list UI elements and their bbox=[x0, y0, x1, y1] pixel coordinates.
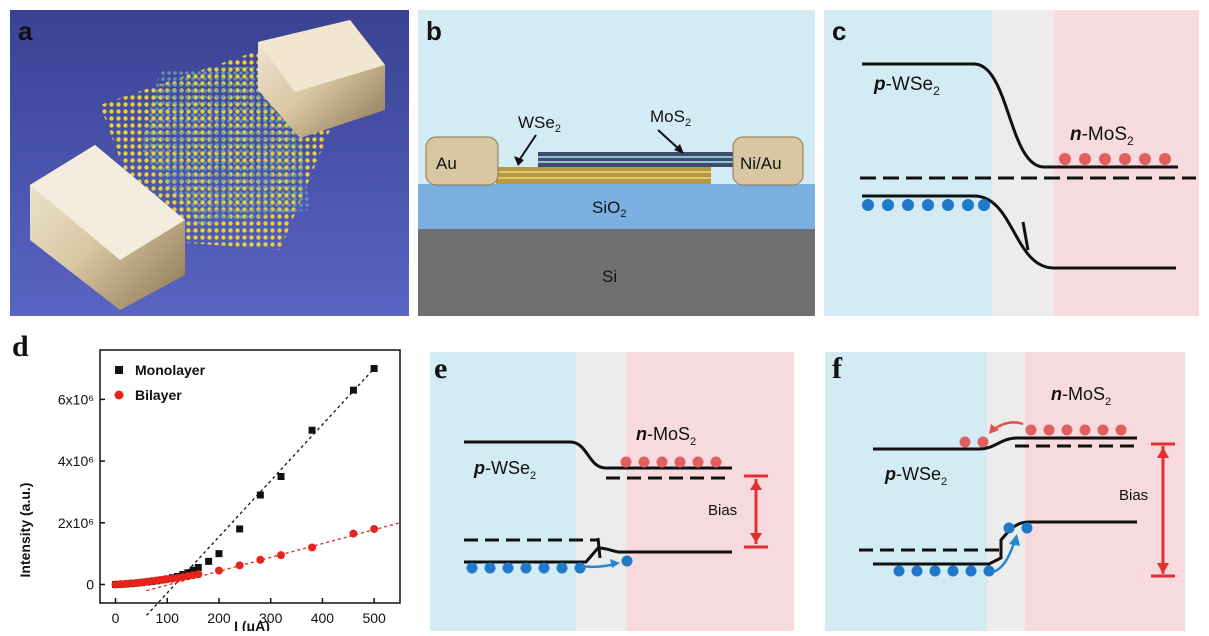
data-point bbox=[194, 564, 202, 572]
label-au: Au bbox=[436, 154, 457, 173]
electrons bbox=[959, 424, 1127, 448]
holes bbox=[893, 522, 1033, 577]
y-tick-label: 0 bbox=[86, 576, 94, 592]
conduction-band bbox=[464, 440, 732, 470]
electrons bbox=[620, 456, 722, 468]
x-tick-label: 300 bbox=[259, 610, 283, 626]
label-sio2: SiO2 bbox=[592, 198, 626, 220]
electrons bbox=[1059, 153, 1171, 165]
data-point bbox=[214, 566, 223, 575]
data-point bbox=[308, 543, 317, 552]
panel-f: Bias p-WSe2 n-MoS2 bbox=[825, 352, 1199, 631]
x-axis-label: I (μA) bbox=[234, 618, 270, 631]
data-point bbox=[256, 555, 265, 564]
band-diagram-f: Bias p-WSe2 n-MoS2 bbox=[825, 352, 1185, 631]
panel-label-c: c bbox=[832, 16, 847, 46]
y-tick-label: 6x10⁶ bbox=[58, 391, 94, 407]
data-point bbox=[205, 557, 213, 565]
electrode-au bbox=[425, 136, 499, 186]
legend-marker bbox=[114, 390, 124, 400]
data-point bbox=[349, 386, 357, 394]
label-p-wse2: p-WSe2 bbox=[873, 74, 940, 98]
x-tick-label: 200 bbox=[207, 610, 231, 626]
data-point bbox=[277, 551, 286, 560]
x-tick-label: 100 bbox=[156, 610, 180, 626]
electrode-left bbox=[30, 145, 185, 310]
data-point bbox=[370, 524, 379, 533]
data-point bbox=[236, 525, 244, 533]
x-tick-label: 500 bbox=[362, 610, 386, 626]
panel-label-b: b bbox=[426, 16, 442, 46]
holes bbox=[466, 555, 633, 574]
label-p-wse2: p-WSe2 bbox=[884, 464, 947, 488]
label-si: Si bbox=[602, 267, 617, 286]
mos2-lattice bbox=[140, 65, 310, 225]
label-bias: Bias bbox=[708, 502, 737, 519]
band-diagram-c: p-WSe2 n-MoS2 bbox=[824, 10, 1199, 316]
panel-label-a: a bbox=[18, 16, 33, 46]
data-point bbox=[277, 473, 285, 480]
mos2-flake bbox=[538, 152, 736, 167]
sio2-layer bbox=[418, 184, 815, 229]
x-tick-label: 400 bbox=[311, 610, 335, 626]
label-bias: Bias bbox=[1119, 487, 1148, 504]
data-point bbox=[235, 561, 244, 570]
data-point bbox=[370, 365, 378, 373]
data-point bbox=[349, 529, 358, 538]
chart-d: Intensity (a.u.) I (μA) 0 100 200 300 400 500… bbox=[17, 349, 401, 634]
cross-section: Au Ni/Au WSe2 MoS2 SiO2 Si bbox=[418, 107, 815, 316]
panel-b: Au Ni/Au WSe2 MoS2 SiO2 Si b bbox=[418, 10, 815, 316]
data-point bbox=[215, 550, 223, 558]
label-n-mos2: n-MoS2 bbox=[1070, 124, 1134, 148]
wse2-flake bbox=[496, 167, 711, 184]
data-point bbox=[194, 570, 203, 579]
label-mos2: MoS2 bbox=[650, 107, 691, 129]
panel-label-d: d bbox=[12, 330, 29, 363]
y-axis-label: Intensity (a.u.) bbox=[17, 483, 33, 578]
legend-label: Monolayer bbox=[135, 362, 206, 378]
label-n-mos2: n-MoS2 bbox=[636, 424, 696, 448]
legend-label: Bilayer bbox=[135, 387, 182, 403]
panel-c: p-WSe2 n-MoS2 c bbox=[824, 10, 1199, 316]
band-diagram-e: Bias p-WSe2 n-MoS2 bbox=[430, 352, 794, 631]
y-tick-label: 4x10⁶ bbox=[58, 453, 94, 469]
panel-a: a bbox=[10, 10, 409, 316]
plot-frame bbox=[99, 349, 401, 604]
data-point bbox=[256, 491, 264, 499]
x-tick-label: 0 bbox=[112, 610, 120, 626]
data-point bbox=[308, 426, 316, 434]
si-substrate bbox=[418, 229, 815, 316]
device-illustration bbox=[10, 10, 409, 316]
legend-marker bbox=[115, 366, 123, 374]
data-point bbox=[189, 566, 197, 574]
holes bbox=[862, 199, 990, 211]
panel-label-e: e bbox=[434, 352, 448, 385]
electrode-niau bbox=[732, 136, 804, 186]
panel-label-f: f bbox=[832, 352, 842, 385]
panel-d: Intensity (a.u.) I (μA) 0 100 200 300 400 500… bbox=[0, 330, 415, 634]
label-n-mos2: n-MoS2 bbox=[1051, 384, 1111, 408]
conduction-band bbox=[862, 62, 1178, 169]
valence-band bbox=[862, 194, 1176, 270]
conduction-band bbox=[873, 436, 1137, 451]
y-tick-label: 2x10⁶ bbox=[58, 515, 94, 531]
panel-e: Bias p-WSe2 n-MoS2 bbox=[430, 352, 794, 631]
electrode-right bbox=[258, 20, 385, 138]
label-p-wse2: p-WSe2 bbox=[473, 458, 536, 482]
label-niau: Ni/Au bbox=[740, 154, 782, 173]
label-wse2: WSe2 bbox=[518, 113, 561, 135]
